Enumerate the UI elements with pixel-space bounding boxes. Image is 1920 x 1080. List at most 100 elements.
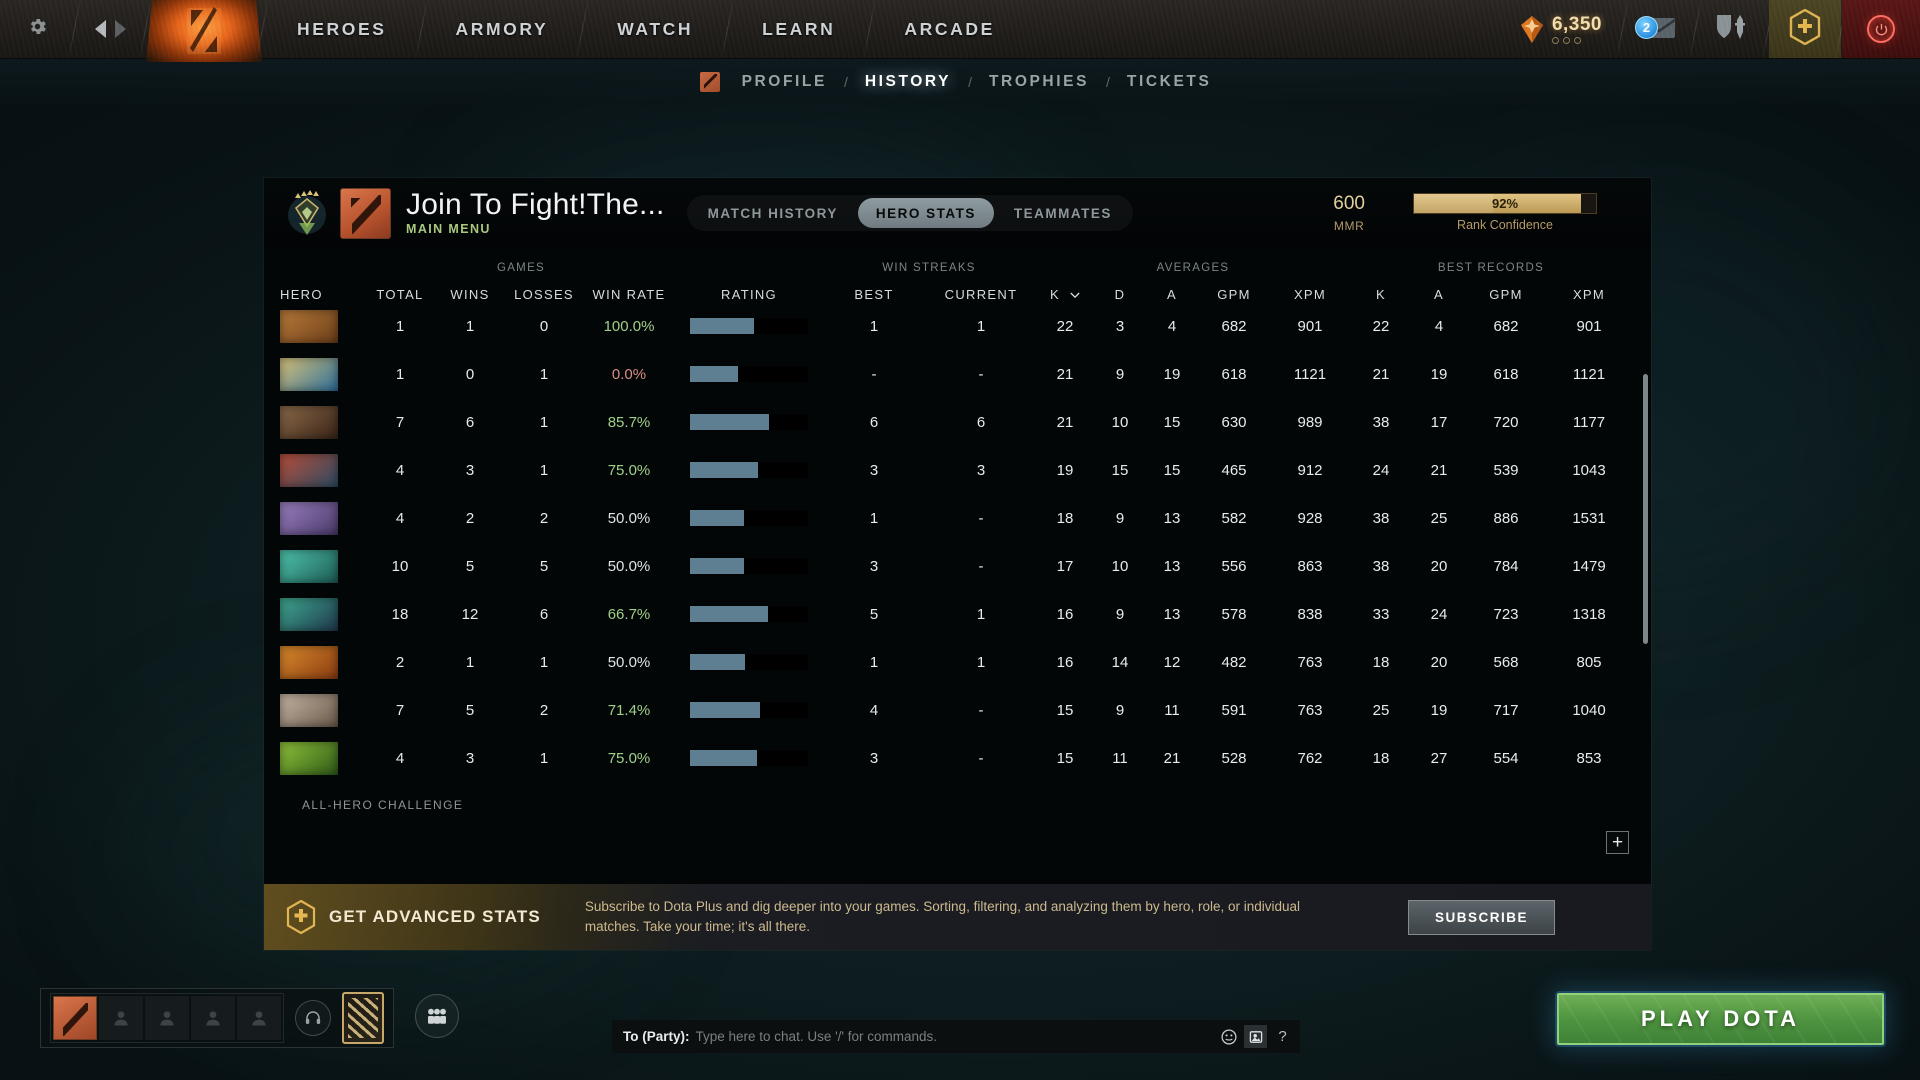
cell-win-rate: 50.0% [607,653,651,671]
mmr-block: 600 MMR 92% Rank Confidence [1333,193,1633,233]
chat-input-bar[interactable]: To (Party): Type here to chat. Use '/' f… [612,1020,1300,1053]
shield-sword-icon [1713,13,1751,46]
table-row[interactable]: 2 1 1 50.0% 1 1 16 14 12 482 763 18 20 568 805 [280,638,1635,686]
col-best-k[interactable]: K [1376,287,1386,302]
sticker-icon[interactable] [1244,1025,1267,1048]
party-slot-self[interactable] [53,996,97,1040]
cell-wins: 0 [465,365,475,383]
table-row[interactable]: 1 1 0 100.0% 1 1 22 3 4 682 901 22 4 682 901 [280,302,1635,350]
table-row[interactable]: 1 0 1 0.0% - - 21 9 19 618 1121 21 19 618 1121 [280,350,1635,398]
subnav-profile[interactable]: PROFILE [741,73,827,90]
nav-armory[interactable]: ARMORY [455,18,549,39]
cell-avg-k: 17 [1056,557,1074,575]
arrow-right-icon[interactable] [114,20,126,38]
person-icon [252,1011,266,1026]
nav-watch[interactable]: WATCH [617,18,694,39]
hero-portrait[interactable] [280,357,338,391]
table-row[interactable]: 4 3 1 75.0% 3 - 15 11 21 528 762 18 27 554 853 [280,734,1635,782]
hero-portrait[interactable] [280,549,338,583]
tab-teammates[interactable]: TEAMMATES [1013,205,1112,221]
help-icon[interactable]: ? [1278,1028,1287,1045]
voice-chat-button[interactable] [295,1000,331,1036]
col-total[interactable]: TOTAL [376,287,424,302]
party-slot-empty[interactable] [99,996,143,1040]
subnav-trophies[interactable]: TROPHIES [988,73,1090,90]
cell-avg-k: 15 [1056,701,1074,719]
dota-plus-button[interactable] [1769,0,1841,58]
hero-portrait[interactable] [280,453,338,487]
table-row[interactable]: 4 2 2 50.0% 1 - 18 9 13 582 928 38 25 886 1531 [280,494,1635,542]
subscribe-button[interactable]: SUBSCRIBE [1407,899,1555,935]
col-hero[interactable]: HERO [280,287,323,302]
tab-hero-stats[interactable]: HERO STATS [857,198,994,228]
history-nav[interactable] [75,0,145,58]
col-avg-k[interactable]: K [1036,287,1094,302]
cell-best-xpm: 1043 [1572,461,1606,479]
col-win-rate[interactable]: WIN RATE [592,287,666,302]
col-best-a[interactable]: A [1434,287,1444,302]
col-wins[interactable]: WINS [450,287,490,302]
settings-button[interactable] [0,0,74,58]
col-best-gpm[interactable]: GPM [1489,287,1523,302]
party-slot-empty[interactable] [191,996,235,1040]
cell-current-streak: - [978,701,984,719]
chat-input[interactable]: Type here to chat. Use '/' for commands. [695,1029,938,1044]
col-best[interactable]: BEST [854,287,894,302]
guild-button[interactable] [1696,0,1768,58]
col-avg-d[interactable]: D [1114,287,1126,302]
col-avg-a[interactable]: A [1167,287,1177,302]
player-banner-button[interactable] [342,992,384,1044]
cell-win-rate: 0.0% [611,365,647,383]
table-row[interactable]: 7 6 1 85.7% 6 6 21 10 15 630 989 38 17 720 1177 [280,398,1635,446]
cell-best-streak: 1 [869,317,879,335]
cell-best-gpm: 886 [1493,509,1519,527]
col-avg-xpm[interactable]: XPM [1293,287,1327,302]
table-row[interactable]: 10 5 5 50.0% 3 - 17 10 13 556 863 38 20 784 1479 [280,542,1635,590]
col-avg-gpm[interactable]: GPM [1217,287,1251,302]
cell-current-streak: 6 [976,413,986,431]
cell-avg-d: 14 [1111,653,1129,671]
cell-avg-gpm: 578 [1221,605,1247,623]
cell-avg-xpm: 1121 [1293,365,1327,383]
hero-portrait[interactable] [280,405,338,439]
hero-portrait[interactable] [280,693,338,727]
party-slot-empty[interactable] [145,996,189,1040]
col-rating[interactable]: RATING [721,287,777,302]
table-row[interactable]: 4 3 1 75.0% 3 3 19 15 15 465 912 24 21 539 1043 [280,446,1635,494]
emoji-icon[interactable] [1217,1025,1240,1048]
hero-portrait[interactable] [280,645,338,679]
table-row[interactable]: 18 12 6 66.7% 5 1 16 9 13 578 838 33 24 723 1318 [280,590,1635,638]
hero-portrait[interactable] [280,597,338,631]
table-row[interactable]: 7 5 2 71.4% 4 - 15 9 11 591 763 25 19 717 1040 [280,686,1635,734]
subnav-history[interactable]: HISTORY [864,73,952,90]
rank-confidence-label: Rank Confidence [1457,218,1553,233]
cell-best-xpm: 901 [1576,317,1602,335]
col-losses[interactable]: LOSSES [514,287,574,302]
cell-avg-gpm: 528 [1221,749,1247,767]
quit-button[interactable] [1842,0,1920,58]
hero-stats-panel: Join To Fight!The... MAIN MENU MATCH HIS… [264,178,1651,950]
hero-portrait[interactable] [280,501,338,535]
tab-match-history[interactable]: MATCH HISTORY [707,205,838,221]
arrow-left-icon[interactable] [94,20,106,38]
mail-button[interactable]: 2 [1623,0,1695,58]
table-scrollbar[interactable] [1643,374,1648,644]
cell-wins: 2 [465,509,475,527]
friends-button[interactable] [415,994,459,1038]
nav-heroes[interactable]: HEROES [297,18,387,39]
nav-arcade[interactable]: ARCADE [904,18,995,39]
subnav-tickets[interactable]: TICKETS [1126,73,1212,90]
play-dota-button[interactable]: PLAY DOTA [1557,993,1884,1045]
col-current[interactable]: CURRENT [944,287,1018,302]
expand-button[interactable]: + [1606,831,1629,854]
shard-balance[interactable]: 6,350 [1497,0,1622,58]
party-slot-empty[interactable] [237,996,281,1040]
person-icon [114,1011,128,1026]
col-best-xpm[interactable]: XPM [1572,287,1606,302]
friends-icon [428,1008,446,1024]
hero-portrait[interactable] [280,741,338,775]
nav-learn[interactable]: LEARN [762,18,836,39]
hero-portrait[interactable] [280,309,338,343]
dota-home-button[interactable] [146,0,262,62]
play-dota-label: PLAY DOTA [1640,1006,1801,1031]
